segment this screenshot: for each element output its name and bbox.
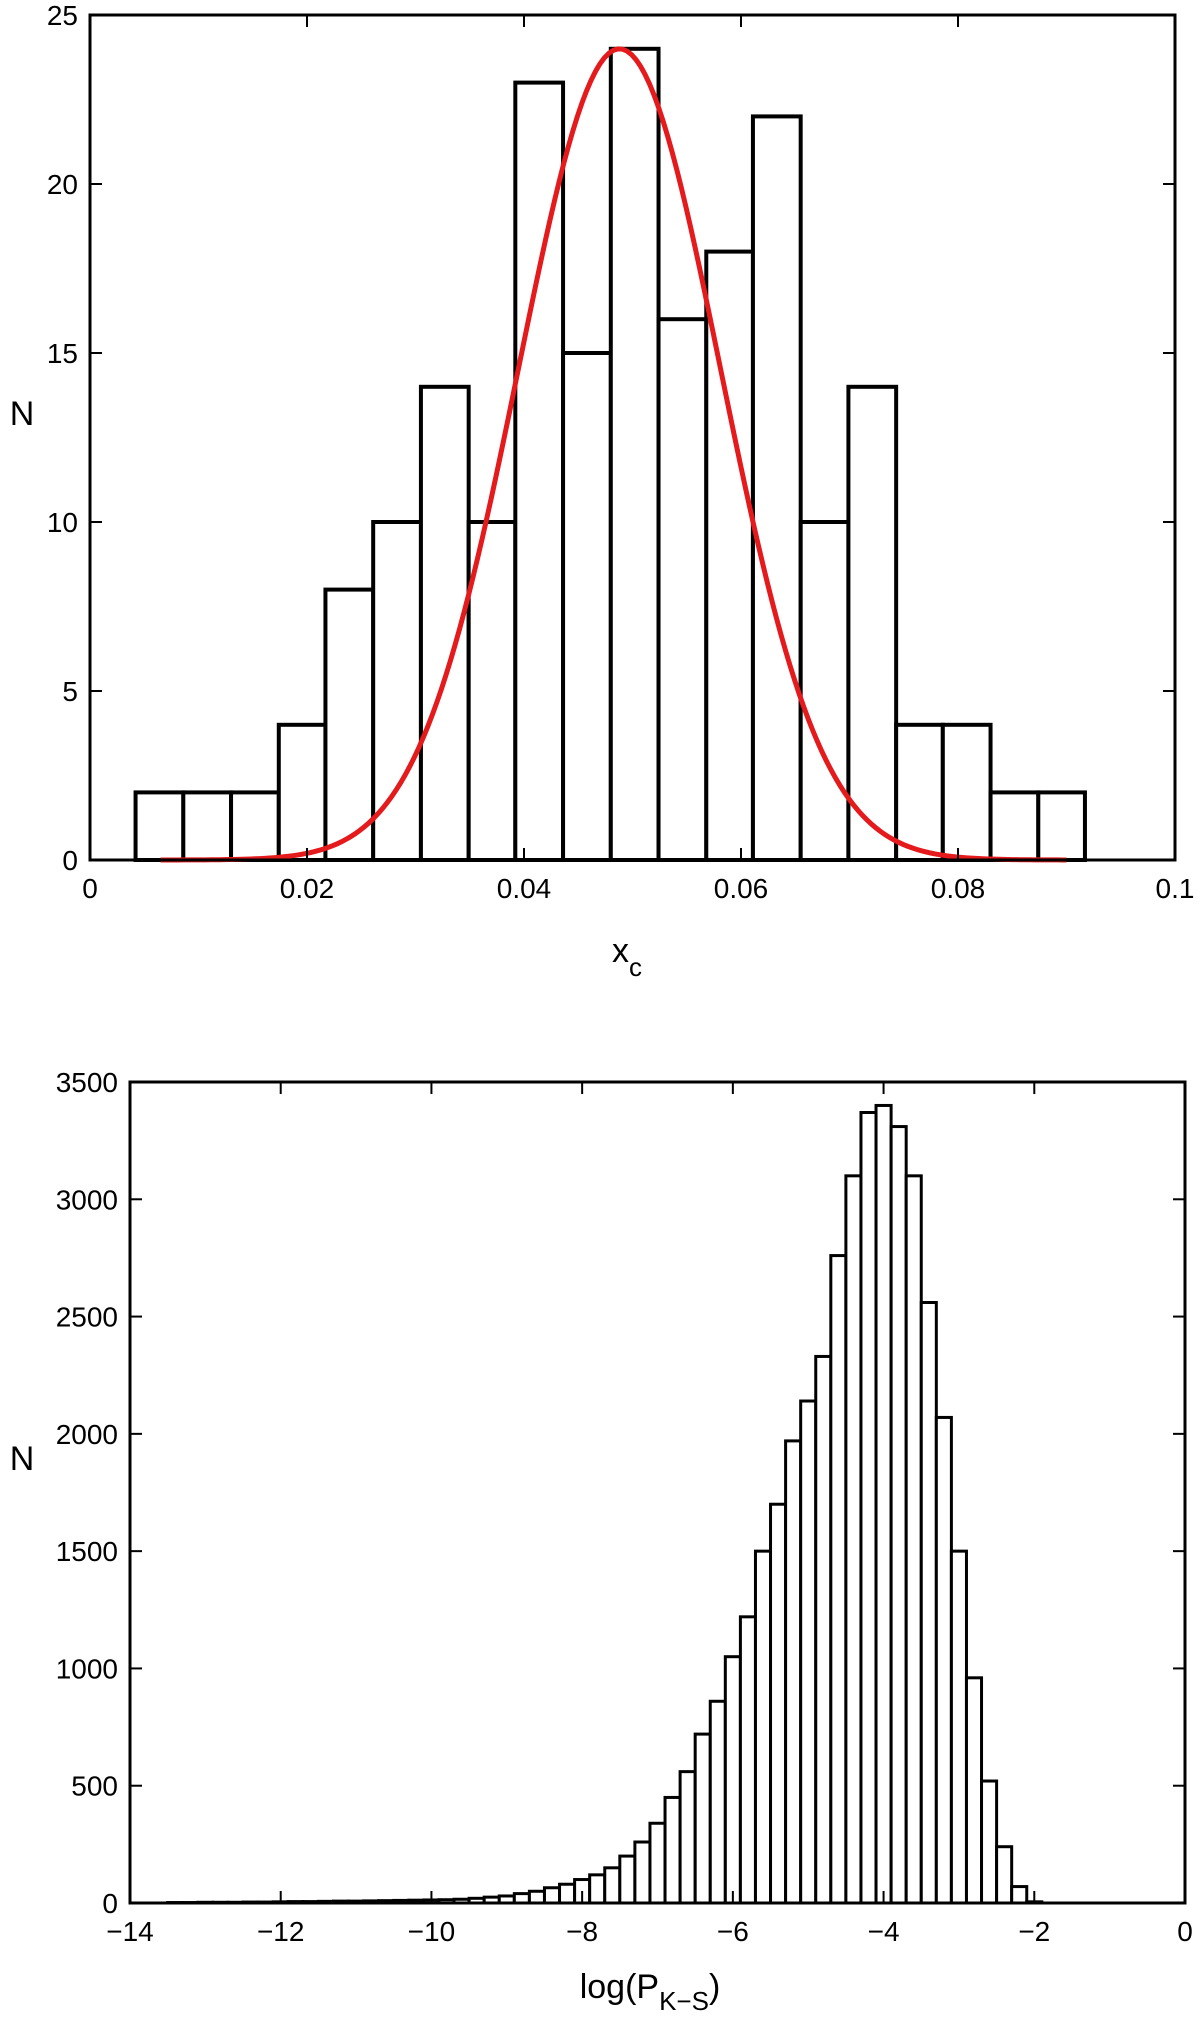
log-pks-axis-ticks: −14 −12 −10 −8 −6 −4 −2 0 0 500 1000 1500 2000 2500 30… [56, 1067, 1193, 1947]
histogram-bar [708, 1699, 727, 1905]
xc-y-axis-label: N [10, 395, 35, 433]
x-tick-label: 0 [82, 873, 98, 904]
histogram-bar [603, 1866, 622, 1905]
xc-x-axis-label-subscript: c [629, 952, 642, 982]
histogram-bar [798, 520, 851, 862]
x-tick-label: −6 [717, 1916, 749, 1947]
histogram-bar [784, 1439, 803, 1905]
histogram-bar [919, 1300, 938, 1905]
histogram-bar [904, 1174, 923, 1905]
histogram-bar [894, 722, 945, 862]
histogram-bar [940, 722, 993, 862]
histogram-bar [648, 1821, 667, 1905]
histogram-bar [323, 587, 376, 862]
log-pks-y-axis-label: N [10, 1440, 35, 1478]
y-tick-label: 2000 [56, 1419, 118, 1450]
xc-x-axis-label-main: x [612, 932, 629, 970]
histogram-bar [964, 1676, 984, 1905]
histogram-bar [753, 1549, 773, 1905]
histogram-bar [934, 1415, 953, 1905]
histogram-bar [829, 1254, 848, 1905]
x-tick-label: 0.04 [497, 873, 552, 904]
x-tick-label: −10 [408, 1916, 456, 1947]
histogram-bar [799, 1399, 818, 1905]
y-tick-label: 10 [47, 507, 78, 538]
x-tick-label: −12 [257, 1916, 305, 1947]
xc-histogram-bars [133, 46, 1087, 863]
x-tick-label: −8 [566, 1916, 598, 1947]
histogram-bar [814, 1354, 833, 1905]
histogram-bar [678, 1770, 697, 1905]
log-pks-plot-frame [128, 1080, 1187, 1905]
log-pks-x-axis-label-suffix: ) [709, 1968, 720, 2006]
histogram-bar [181, 790, 234, 863]
y-tick-label: 15 [47, 338, 78, 369]
histogram-bar [750, 114, 803, 862]
log-pks-x-axis-label-subscript: K−S [659, 1986, 709, 2016]
y-tick-label: 0 [62, 845, 78, 876]
histogram-bar [133, 790, 186, 863]
histogram-bar [1036, 790, 1087, 863]
histogram-bar [988, 790, 1041, 863]
y-tick-label: 2500 [56, 1302, 118, 1333]
histogram-bar [995, 1845, 1014, 1905]
xc-x-axis-label: xc [612, 932, 642, 982]
y-tick-label: 3000 [56, 1184, 118, 1215]
log-pks-histogram-chart: −14 −12 −10 −8 −6 −4 −2 0 0 500 1000 1500 2000 2500 30… [10, 1067, 1193, 2016]
log-pks-x-axis-label-main: log(P [580, 1968, 659, 2006]
log-pks-x-axis-label: log(PK−S) [580, 1968, 721, 2016]
histogram-bar [949, 1549, 968, 1905]
y-tick-label: 5 [62, 676, 78, 707]
y-tick-label: 20 [47, 169, 78, 200]
y-tick-label: 1000 [56, 1653, 118, 1684]
histogram-bar [769, 1502, 788, 1905]
histogram-bar [859, 1110, 878, 1905]
x-tick-label: 0 [1177, 1916, 1193, 1947]
histogram-bar [229, 790, 281, 863]
histogram-bar [738, 1615, 757, 1905]
x-tick-label: 0.1 [1156, 873, 1195, 904]
histogram-bar [561, 351, 613, 862]
xc-plot-frame [88, 13, 1177, 862]
x-tick-label: 0.08 [931, 873, 986, 904]
y-tick-label: 500 [71, 1771, 118, 1802]
histogram-bar [844, 1174, 863, 1905]
histogram-bar [1010, 1885, 1029, 1905]
histogram-bar [588, 1873, 607, 1905]
histogram-bar [874, 1103, 893, 1905]
x-tick-label: 0.06 [714, 873, 769, 904]
x-tick-label: −2 [1018, 1916, 1050, 1947]
xc-axis-ticks: 0 0.02 0.04 0.06 0.08 0.1 0 5 10 15 20 25 [47, 0, 1195, 904]
y-tick-label: 25 [47, 0, 78, 31]
histogram-bar [608, 46, 661, 863]
gaussian-fit-curve [160, 46, 1067, 863]
histogram-bar [846, 384, 899, 862]
histogram-bar [527, 1889, 546, 1905]
x-tick-label: 0.02 [280, 873, 335, 904]
xc-histogram-chart: 0 0.02 0.04 0.06 0.08 0.1 0 5 10 15 20 25 N xc [10, 0, 1195, 982]
x-tick-label: −14 [106, 1916, 154, 1947]
histogram-bar [889, 1125, 908, 1905]
histogram-bar [633, 1840, 652, 1905]
histogram-bar [558, 1882, 577, 1905]
histogram-bar [980, 1779, 999, 1905]
histogram-bar [693, 1732, 712, 1905]
histogram-bar [618, 1854, 637, 1905]
histogram-bar [723, 1655, 742, 1905]
histogram-bar [276, 722, 328, 862]
histogram-bar [656, 317, 709, 862]
log-pks-histogram-bars [166, 1103, 1044, 1905]
histogram-bar [542, 1886, 562, 1905]
y-tick-label: 0 [102, 1888, 118, 1919]
x-tick-label: −4 [868, 1916, 900, 1947]
y-tick-label: 1500 [56, 1536, 118, 1567]
histogram-bar [663, 1795, 682, 1905]
y-tick-label: 3500 [56, 1067, 118, 1098]
